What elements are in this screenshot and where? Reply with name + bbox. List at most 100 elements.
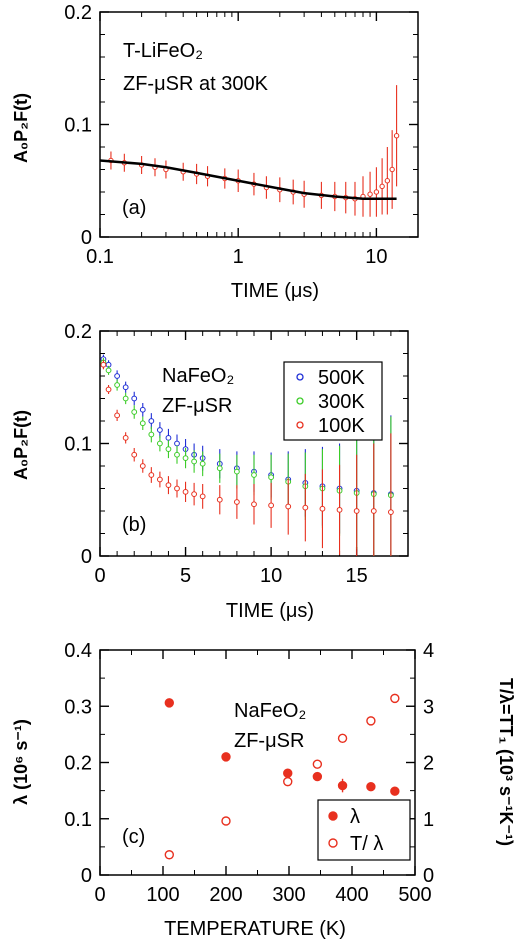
c-t-over-lambda-point	[366, 716, 376, 726]
b-data-point	[268, 474, 275, 481]
b-xtick-label: 0	[94, 565, 105, 587]
c-xtick-label: 500	[398, 884, 431, 906]
c-xtick-label: 400	[335, 884, 368, 906]
c-lambda-point	[366, 781, 376, 792]
b-data-point	[182, 488, 189, 495]
b-ytick-label: 0.1	[64, 434, 92, 456]
panel-b-annotation-1: NaFeO₂	[162, 365, 234, 387]
panel-b-ylabel: A₀P₂F(t)	[11, 410, 31, 480]
panel-a-annotation-1: T-LiFeO₂	[123, 40, 203, 62]
b-data-point	[199, 493, 206, 500]
panel-b-label: (b)	[122, 514, 146, 536]
a-xtick-label: 0.1	[86, 246, 114, 268]
b-xtick-label: 15	[346, 565, 368, 587]
a-data-point	[379, 183, 385, 190]
b-data-point	[216, 496, 223, 503]
c-lambda-point	[221, 752, 231, 762]
b-data-point	[114, 373, 121, 379]
b-data-point	[165, 482, 172, 489]
b-data-point	[302, 504, 309, 511]
b-legend-label: 300K	[318, 391, 365, 413]
b-data-point	[156, 440, 163, 447]
c-lambda-point	[283, 768, 293, 778]
c-t-over-lambda-point	[312, 759, 323, 769]
b-legend-marker	[296, 397, 304, 405]
c-xtick-label: 300	[272, 884, 305, 906]
b-data-point	[251, 472, 257, 478]
b-data-point	[156, 476, 163, 483]
c-legend-marker-lambda	[328, 811, 338, 821]
a-ytick-label: 0	[81, 227, 92, 249]
c-t-over-lambda-point	[390, 693, 400, 704]
b-legend-marker	[296, 373, 304, 381]
b-data-point	[165, 434, 172, 441]
c-ytick-right-label: 1	[423, 809, 434, 831]
b-data-point	[319, 505, 326, 512]
c-ytick-left-label: 0.4	[64, 640, 92, 662]
b-data-point	[131, 409, 138, 415]
b-data-point	[251, 501, 257, 508]
panel-c-legend-box	[317, 799, 411, 861]
c-t-over-lambda-point	[337, 733, 348, 744]
b-xtick-label: 5	[180, 565, 191, 587]
c-ytick-right-label: 4	[423, 640, 434, 662]
panel-a-xlabel: TIME (μs)	[231, 280, 319, 302]
panel-c-label: (c)	[122, 826, 145, 848]
panel-a-annotation-2: ZF-μSR at 300K	[123, 73, 269, 95]
c-lambda-point	[390, 786, 400, 796]
b-data-point	[100, 361, 107, 368]
panel-c-xlabel: TEMPERATURE (K)	[164, 918, 346, 940]
c-ytick-right-label: 2	[423, 753, 434, 775]
b-data-point	[268, 502, 275, 509]
b-legend-marker	[296, 421, 304, 429]
c-xtick-label: 100	[146, 884, 179, 906]
c-ytick-left-label: 0.3	[64, 696, 92, 718]
a-data-point	[373, 189, 380, 195]
c-ytick-right-label: 3	[423, 696, 434, 718]
b-data-point	[285, 503, 292, 510]
panel-a-ylabel: A₀P₂F(t)	[11, 93, 31, 163]
c-ytick-left-label: 0	[81, 865, 92, 887]
b-data-point	[122, 384, 129, 391]
b-legend-label: 100K	[318, 415, 365, 437]
panel-b-xlabel: TIME (μs)	[226, 600, 314, 622]
b-data-point	[233, 468, 240, 475]
b-ytick-label: 0	[81, 546, 92, 568]
b-data-point	[122, 395, 129, 402]
a-fit-line	[99, 159, 397, 200]
a-xtick-label: 1	[233, 246, 244, 268]
a-xtick-label: 10	[365, 246, 387, 268]
b-data-point	[148, 472, 155, 478]
b-data-point	[131, 451, 138, 458]
a-ytick-label: 0.1	[64, 115, 92, 137]
b-data-point	[191, 458, 198, 465]
b-data-point	[165, 446, 172, 453]
b-data-point	[199, 460, 206, 467]
panel-a-label: (a)	[122, 197, 146, 219]
b-data-point	[114, 382, 121, 388]
b-data-point	[336, 506, 343, 513]
panel-c-annotation-1: NaFeO₂	[234, 700, 306, 722]
c-legend-label-lambda: λ	[350, 806, 360, 828]
c-legend-label-t-over-lambda: T/ λ	[350, 833, 383, 855]
c-lambda-point	[337, 780, 348, 791]
b-data-point	[182, 455, 189, 462]
panel-c-legend: λ T/ λ	[317, 799, 411, 861]
panel-c-ylabel-right: T/λ=TT₁ (10³ s⁻¹K⁻¹)	[496, 678, 516, 846]
c-ytick-right-label: 0	[423, 865, 434, 887]
c-ytick-left-label: 0.1	[64, 809, 92, 831]
b-data-point	[148, 431, 155, 438]
b-data-point	[156, 427, 163, 433]
c-t-over-lambda-point	[283, 776, 293, 787]
b-data-point	[114, 412, 121, 419]
c-lambda-point	[164, 698, 175, 708]
b-data-point	[387, 509, 394, 516]
b-data-point	[122, 434, 129, 441]
c-legend-marker-t-over-lambda	[328, 838, 338, 848]
b-data-point	[191, 491, 198, 498]
b-data-point	[139, 420, 146, 427]
